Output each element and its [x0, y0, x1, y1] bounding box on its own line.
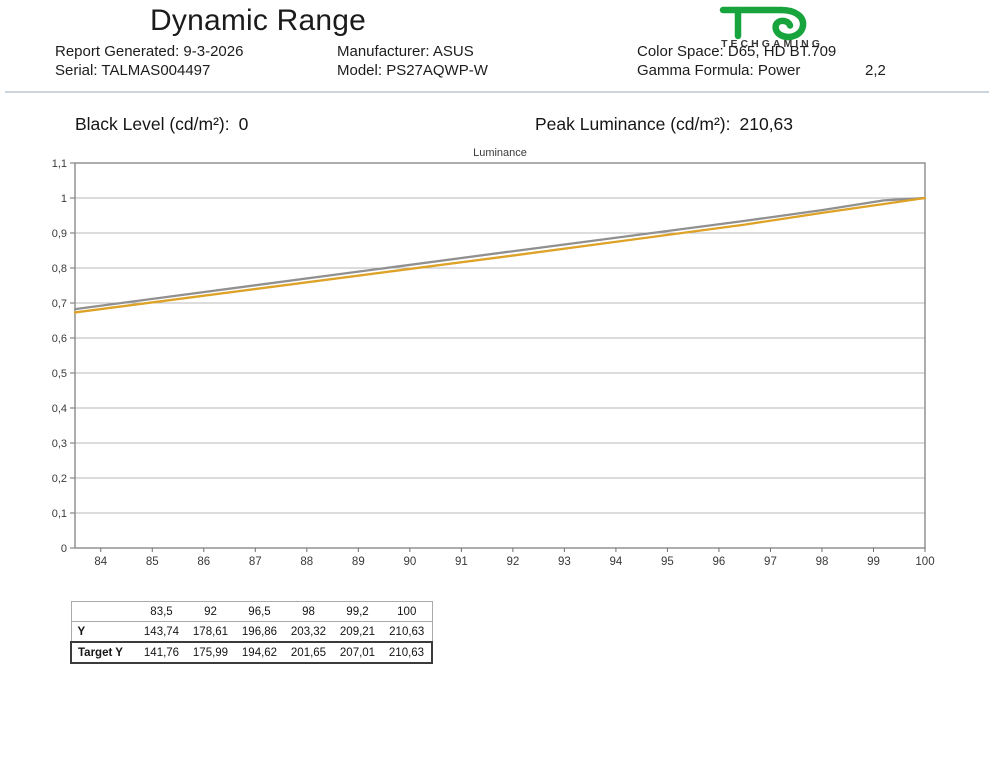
corner-cell [71, 602, 137, 622]
black-level-value: 0 [238, 114, 249, 134]
y-tick-label: 0,4 [52, 403, 67, 415]
black-level-label: Black Level (cd/m²): [75, 114, 230, 134]
plot-border [74, 162, 926, 549]
peak-luminance-label: Peak Luminance (cd/m²): [535, 114, 731, 134]
x-tick-label: 98 [816, 556, 829, 568]
value-cell: 178,61 [192, 625, 229, 638]
peak-luminance-value: 210,63 [739, 114, 794, 134]
x-tick-label: 88 [300, 556, 313, 568]
x-tick-label: 95 [661, 556, 674, 568]
value-cell: 210,63 [388, 646, 425, 659]
row-label: Target Y [78, 646, 123, 659]
row-label: Y [77, 625, 86, 638]
brand-name: TECHGAMING [721, 38, 823, 50]
x-tick-label: 97 [764, 556, 777, 568]
black-level-stat: Black Level (cd/m²): 0 [75, 114, 248, 135]
luminance-chart: Luminance 0 0,1 0,2 0,3 0,4 0,5 0,6 0,7 0,8 0,9 1 1,… [52, 147, 935, 568]
meta-manufacturer: Manufacturer: ASUS [337, 43, 474, 60]
y-tick-label: 0,6 [52, 333, 67, 345]
value-cell: 207,01 [339, 646, 376, 659]
value-cell: 175,99 [192, 646, 229, 659]
col-header: 92 [204, 605, 217, 618]
series-line-target-y [73, 196, 927, 314]
meta-serial: Serial: TALMAS004497 [55, 62, 211, 79]
y-tick-label: 0,3 [52, 438, 67, 450]
x-tick-label: 94 [610, 556, 623, 568]
col-header: 83,5 [150, 605, 173, 618]
col-header: 99,2 [346, 605, 369, 618]
table-row: Y 143,74 178,61 196,86 203,32 209,21 210,63 [71, 621, 432, 642]
chart-title: Luminance [473, 147, 527, 159]
value-cell: 203,32 [290, 625, 327, 638]
value-cell: 201,65 [290, 646, 327, 659]
y-tick-label: 0 [61, 543, 67, 555]
y-tick-label: 0,2 [52, 473, 67, 485]
y-tick-label: 0,1 [52, 508, 67, 520]
readings-table: 83,5 92 96,5 98 99,2 100 Y 143,74 178,61 196,86 2… [70, 601, 433, 664]
value-cell: 196,86 [241, 625, 278, 638]
te-monogram-icon [719, 6, 807, 41]
series-line-y [73, 196, 927, 311]
page-title: Dynamic Range [150, 4, 367, 37]
x-tick-label: 100 [915, 556, 934, 568]
value-cell: 141,76 [143, 646, 180, 659]
meta-gamma-formula: Gamma Formula: Power [637, 62, 801, 79]
table-row: Target Y 141,76 175,99 194,62 201,65 207,01 21… [71, 642, 432, 663]
y-tick-label: 1 [61, 193, 67, 205]
x-tick-label: 86 [197, 556, 210, 568]
x-tick-label: 89 [352, 556, 365, 568]
y-tick-label: 0,9 [52, 228, 67, 240]
x-tick-label: 90 [403, 556, 416, 568]
col-header: 98 [302, 605, 315, 618]
table-header-row: 83,5 92 96,5 98 99,2 100 [71, 601, 432, 622]
x-tick-label: 92 [506, 556, 519, 568]
x-tick-label: 96 [713, 556, 726, 568]
header-divider [5, 91, 989, 93]
meta-color-space: Color Space: D65, HD BT.709 [637, 43, 837, 60]
x-tick-label: 91 [455, 556, 468, 568]
readings-table-body: Y 143,74 178,61 196,86 203,32 209,21 210,63 Tar… [71, 621, 432, 663]
meta-model: Model: PS27AQWP-W [337, 62, 488, 79]
x-tick-label: 85 [146, 556, 159, 568]
col-header: 96,5 [248, 605, 271, 618]
x-tick-label: 84 [94, 556, 107, 568]
techgaming-logo: TECHGAMING [719, 6, 823, 50]
y-tick-label: 1,1 [52, 158, 67, 170]
y-tick-label: 0,8 [52, 263, 67, 275]
value-cell: 194,62 [241, 646, 278, 659]
x-tick-label: 99 [867, 556, 880, 568]
chart-area: Luminance 0 0,1 0,2 0,3 0,4 0,5 0,6 0,7 0,8 0,9 1 1,… [0, 145, 994, 585]
x-tick-label: 87 [249, 556, 262, 568]
value-cell: 210,63 [389, 625, 425, 638]
col-header: 100 [397, 605, 417, 618]
meta-report-generated: Report Generated: 9-3-2026 [55, 43, 244, 60]
meta-gamma-value: 2,2 [865, 62, 886, 79]
readings-table-head: 83,5 92 96,5 98 99,2 100 [71, 601, 432, 622]
x-tick-label: 93 [558, 556, 571, 568]
value-cell: 143,74 [143, 625, 180, 638]
peak-luminance-stat: Peak Luminance (cd/m²): 210,63 [535, 114, 793, 135]
value-cell: 209,21 [339, 625, 376, 638]
y-tick-label: 0,7 [52, 298, 67, 310]
y-tick-label: 0,5 [52, 368, 67, 380]
